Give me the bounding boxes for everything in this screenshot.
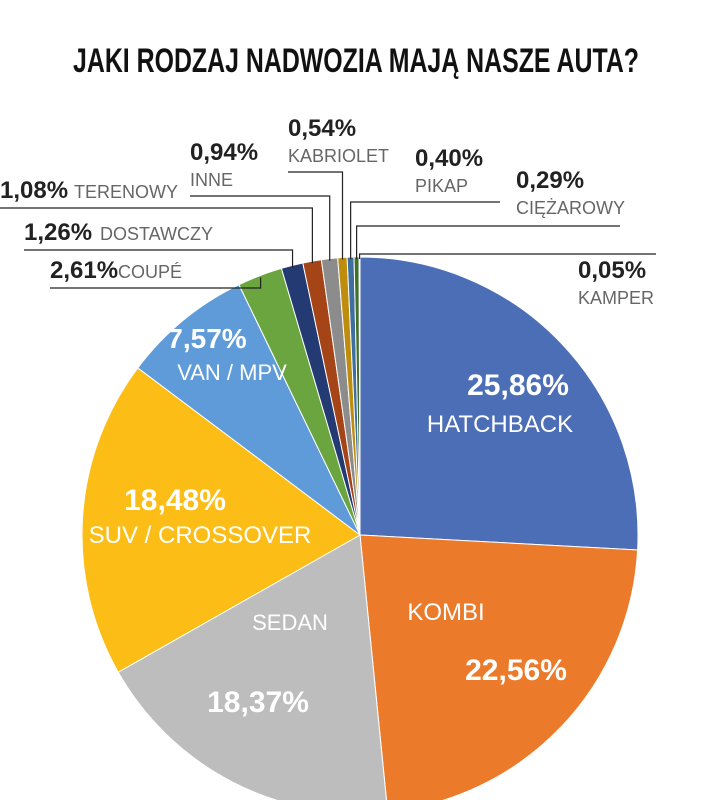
category-label-hatchback: HATCHBACK — [427, 411, 573, 438]
category-label-pikap: PIKAP — [415, 176, 468, 196]
leader-lines — [0, 171, 656, 289]
value-label-kabriolet: 0,54% — [288, 115, 356, 142]
value-label-suv-crossover: 18,48% — [124, 484, 226, 517]
category-label-ciezarowy: CIĘŻAROWY — [516, 198, 625, 218]
slice-sedan — [117, 534, 387, 800]
category-label-inne: INNE — [190, 170, 233, 190]
value-label-sedan: 18,37% — [207, 686, 309, 719]
slice-van-mpv — [137, 284, 361, 536]
slice-hatchback — [359, 256, 639, 551]
leader-line-ciezarowy — [356, 225, 620, 260]
leader-line-pikap — [350, 201, 500, 260]
value-label-dostawczy: 1,26% — [24, 219, 92, 246]
pie-slices — [81, 256, 639, 800]
chart-title: JAKI RODZAJ NADWOZIA MAJĄ NASZE AUTA? — [73, 42, 639, 80]
leader-line-coupe — [50, 277, 262, 289]
leader-line-terenowy — [0, 207, 313, 264]
value-label-coupe: 2,61% — [50, 257, 118, 284]
value-label-inne: 0,94% — [190, 139, 258, 166]
category-label-van-mpv: VAN / MPV — [177, 360, 287, 385]
slice-kombi — [359, 534, 639, 800]
value-label-kamper: 0,05% — [578, 257, 646, 284]
category-label-dostawczy: DOSTAWCZY — [100, 224, 213, 244]
value-label-pikap: 0,40% — [415, 145, 483, 172]
slice-suv-crossover — [81, 367, 361, 673]
value-label-hatchback: 25,86% — [467, 369, 569, 402]
category-label-suv-crossover: SUV / CROSSOVER — [89, 522, 312, 549]
category-label-terenowy: TERENOWY — [74, 182, 178, 202]
value-label-terenowy: 1,08% — [0, 177, 68, 204]
category-label-kombi: KOMBI — [407, 599, 484, 626]
value-label-kombi: 22,56% — [465, 654, 567, 687]
leader-line-dostawczy — [24, 249, 294, 268]
value-label-van-mpv: 7,57% — [167, 323, 246, 354]
category-label-sedan: SEDAN — [252, 610, 328, 635]
leader-line-kabriolet — [288, 171, 344, 260]
category-label-kamper: KAMPER — [578, 288, 654, 308]
category-label-coupe: COUPÉ — [118, 262, 182, 282]
value-label-ciezarowy: 0,29% — [516, 167, 584, 194]
slice-labels: 25,86% HATCHBACK 22,56% KOMBI 18,37% SEDAN 18,… — [0, 115, 654, 719]
leader-line-inne — [190, 195, 331, 261]
category-label-kabriolet: KABRIOLET — [288, 146, 389, 166]
leader-line-kamper — [358, 253, 656, 259]
